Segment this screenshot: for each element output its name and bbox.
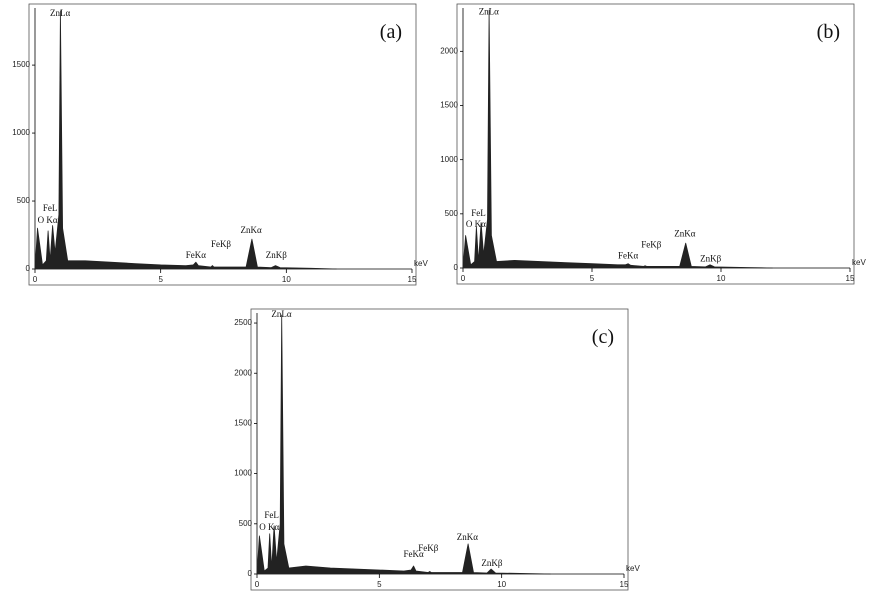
frame xyxy=(28,3,417,286)
spectrum xyxy=(34,10,337,270)
y-tick-label: 1500 xyxy=(12,60,30,69)
peak-label: ZnKβ xyxy=(481,558,502,568)
frame xyxy=(456,3,855,285)
peak-label: FeKα xyxy=(403,549,423,559)
peak-label: O Kα xyxy=(38,215,58,225)
frame xyxy=(250,308,629,591)
peak-label: FeKβ xyxy=(211,239,231,249)
peak-label: O Kα xyxy=(259,522,279,532)
panel-label: (a) xyxy=(380,21,402,43)
x-tick-label: 0 xyxy=(255,580,260,589)
y-tick-label: 2000 xyxy=(234,368,252,377)
x-tick-label: 15 xyxy=(846,274,855,283)
peak-label: FeKα xyxy=(186,250,206,260)
y-tick-label: 0 xyxy=(26,264,31,273)
y-tick-label: 2000 xyxy=(440,46,458,55)
x-tick-label: 15 xyxy=(620,580,629,589)
x-tick-label: 15 xyxy=(408,275,417,284)
peak-label: FeL xyxy=(43,203,58,213)
x-tick-label: 0 xyxy=(461,274,466,283)
y-tick-label: 0 xyxy=(454,263,459,272)
spectrum xyxy=(256,314,551,575)
x-tick-label: 5 xyxy=(590,274,595,283)
y-tick-label: 500 xyxy=(17,196,31,205)
x-tick-label: 10 xyxy=(497,580,506,589)
peak-label: FeKβ xyxy=(641,239,661,249)
peak-label: FeKβ xyxy=(418,543,438,553)
y-tick-label: 2500 xyxy=(234,318,252,327)
panel-label: (b) xyxy=(817,21,840,43)
y-tick-label: 500 xyxy=(239,519,253,528)
peak-label: FeL xyxy=(471,208,486,218)
peak-label: ZnKβ xyxy=(266,250,287,260)
x-tick-label: 10 xyxy=(717,274,726,283)
y-tick-label: 0 xyxy=(248,569,253,578)
peak-label: ZnKα xyxy=(241,225,262,235)
peak-label: ZnKα xyxy=(674,229,695,239)
panel-label: (c) xyxy=(592,326,614,348)
x-axis-label: keV xyxy=(852,258,866,267)
x-tick-label: 5 xyxy=(377,580,382,589)
peak-label: ZnLα xyxy=(479,7,499,17)
x-tick-label: 0 xyxy=(33,275,38,284)
y-tick-label: 1000 xyxy=(12,128,30,137)
x-tick-label: 10 xyxy=(282,275,291,284)
spectrum xyxy=(462,9,773,269)
peak-label: ZnKβ xyxy=(700,254,721,264)
peak-label: ZnLα xyxy=(271,309,291,319)
peak-label: ZnKα xyxy=(457,532,478,542)
x-axis-label: keV xyxy=(626,564,640,573)
y-tick-label: 1500 xyxy=(234,419,252,428)
peak-label: O Kα xyxy=(466,219,486,229)
y-tick-label: 1500 xyxy=(440,101,458,110)
peak-label: FeKα xyxy=(618,250,638,260)
y-tick-label: 500 xyxy=(445,209,459,218)
x-axis-label: keV xyxy=(414,259,428,268)
y-tick-label: 1000 xyxy=(440,155,458,164)
x-tick-label: 5 xyxy=(158,275,163,284)
peak-label: FeL xyxy=(264,510,279,520)
peak-label: ZnLα xyxy=(50,8,70,18)
y-tick-label: 1000 xyxy=(234,469,252,478)
